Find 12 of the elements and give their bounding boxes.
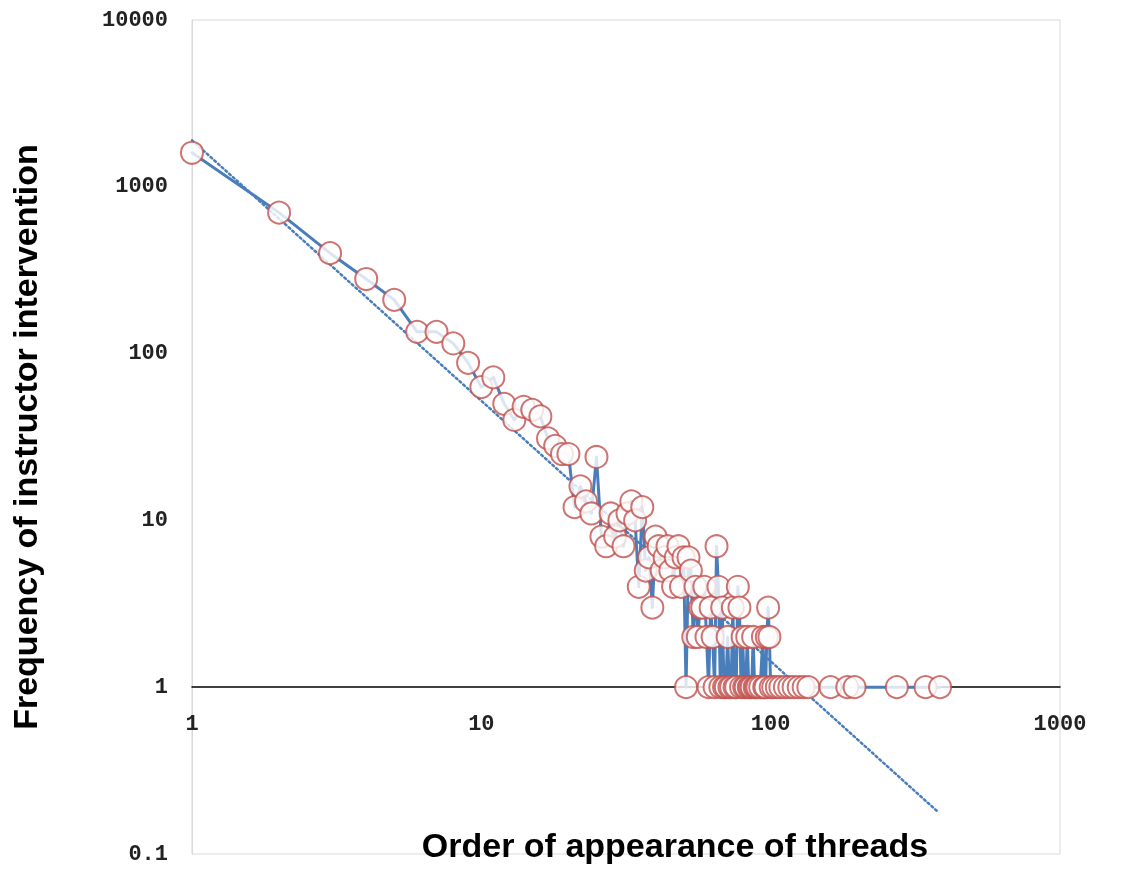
x-axis-title: Order of appearance of threads [421,826,929,864]
x-tick-label: 100 [750,711,791,737]
x-tick-label: 10 [468,711,495,737]
y-tick-label: 10 [141,507,168,533]
y-axis-title: Frequency of instructor intervention [6,144,44,730]
y-tick-label: 1000 [115,174,168,200]
y-tick-label: 100 [128,341,168,367]
x-tick-label: 1000 [1033,711,1087,737]
x-tick-label: 1 [185,711,199,737]
y-tick-label: 10000 [101,7,168,33]
y-tick-label: 0.1 [128,841,168,867]
y-tick-label: 1 [154,674,168,700]
